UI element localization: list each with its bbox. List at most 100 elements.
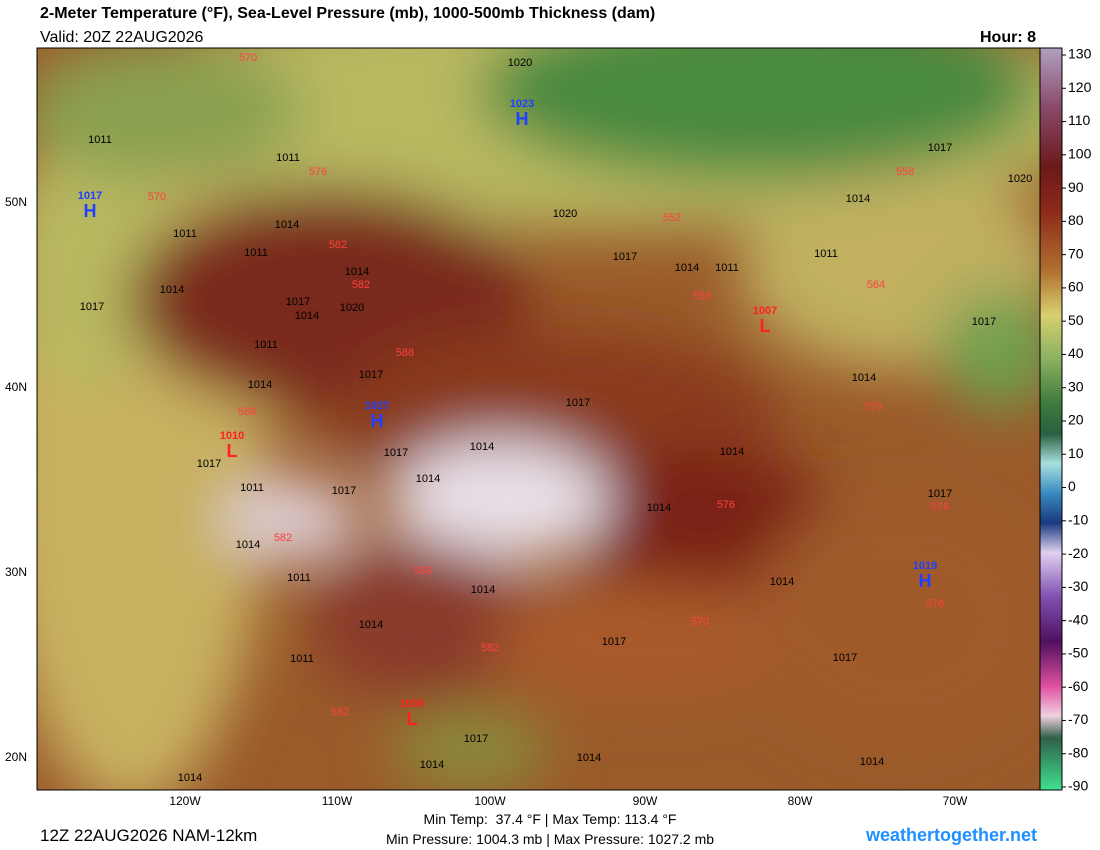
isobar-label: 1014: [675, 262, 699, 274]
high-pressure-symbol: H: [919, 571, 932, 591]
isobar-label: 1014: [852, 372, 876, 384]
forecast-hour: Hour: 8: [980, 29, 1036, 46]
colorbar-tick-label: 130: [1068, 46, 1092, 62]
thickness-label: 582: [274, 532, 292, 544]
isobar-label: 1017: [972, 316, 996, 328]
low-pressure-value: 1007: [753, 305, 777, 317]
colorbar-tick-label: 0: [1068, 478, 1076, 494]
thickness-label: 582: [481, 642, 499, 654]
thickness-label: 576: [717, 499, 735, 511]
site-name[interactable]: weathertogether.net: [865, 825, 1037, 845]
high-pressure-value: 1017: [78, 190, 102, 202]
isobar-label: 1014: [236, 539, 260, 551]
isobar-label: 1011: [240, 482, 264, 494]
isobar-label: 1014: [275, 219, 299, 231]
colorbar-tick-label: 110: [1068, 112, 1091, 128]
thickness-label: 576: [309, 166, 327, 178]
isobar-label: 1011: [287, 572, 311, 584]
isobar-label: 1014: [295, 310, 319, 322]
isobar-label: 1017: [80, 301, 104, 313]
thickness-label: 576: [931, 501, 949, 513]
isobar-label: 1020: [508, 57, 532, 69]
colorbar-tick-label: -20: [1068, 545, 1088, 561]
low-pressure-symbol: L: [407, 709, 418, 729]
isobar-label: 1011: [88, 134, 112, 146]
lon-label: 100W: [474, 794, 506, 808]
lon-label: 90W: [633, 794, 658, 808]
isobar-label: 1014: [420, 759, 444, 771]
isobar-label: 1014: [248, 379, 272, 391]
low-pressure-value: 1010: [220, 430, 244, 442]
lat-label: 30N: [5, 565, 27, 579]
colorbar-tick-label: -80: [1068, 744, 1088, 760]
isobar-label: 1017: [384, 447, 408, 459]
isobar-label: 1017: [566, 397, 590, 409]
high-pressure-symbol: H: [371, 411, 384, 431]
temp-range: Min Temp: 37.4 °F | Max Temp: 113.4 °F: [423, 811, 677, 827]
thickness-label: 588: [238, 406, 256, 418]
temperature-field: [37, 48, 1040, 790]
colorbar-tick-label: 80: [1068, 212, 1084, 228]
lon-label: 120W: [169, 794, 201, 808]
isobar-label: 1011: [814, 248, 838, 260]
thickness-label: 564: [867, 279, 885, 291]
thickness-label: 570: [239, 52, 257, 64]
isobar-label: 1017: [833, 652, 857, 664]
high-pressure-symbol: H: [84, 201, 97, 221]
high-pressure-value: 1019: [913, 560, 937, 572]
isobar-label: 1017: [359, 369, 383, 381]
colorbar-tick-label: -30: [1068, 578, 1088, 594]
colorbar-tick-label: -90: [1068, 778, 1088, 794]
isobar-label: 1017: [613, 251, 637, 263]
isobar-label: 1014: [860, 756, 884, 768]
colorbar-tick-label: 120: [1068, 79, 1092, 95]
thickness-label: 582: [331, 706, 349, 718]
isobar-label: 1014: [416, 473, 440, 485]
isobar-label: 1017: [286, 296, 310, 308]
colorbar-tick-label: 20: [1068, 412, 1084, 428]
thickness-label: 558: [896, 166, 914, 178]
isobar-label: 1014: [647, 502, 671, 514]
low-pressure-value: 1005: [400, 698, 424, 710]
isobar-label: 1014: [720, 446, 744, 458]
model-run: 12Z 22AUG2026 NAM-12km: [40, 826, 258, 845]
thickness-label: 588: [396, 347, 414, 359]
thickness-label: 582: [329, 239, 347, 251]
lat-label: 20N: [5, 750, 27, 764]
colorbar-tick-label: -60: [1068, 678, 1088, 694]
colorbar-tick-label: 50: [1068, 312, 1084, 328]
isobar-label: 1011: [715, 262, 739, 274]
isobar-label: 1014: [770, 576, 794, 588]
isobar-label: 1017: [464, 733, 488, 745]
isobar-label: 1014: [178, 772, 202, 784]
isobar-label: 1014: [846, 193, 870, 205]
thickness-label: 570: [148, 191, 166, 203]
high-pressure-value: 1023: [510, 98, 534, 110]
low-pressure-symbol: L: [227, 441, 238, 461]
thickness-label: 582: [352, 279, 370, 291]
colorbar-tick-label: -70: [1068, 711, 1088, 727]
isobar-label: 1014: [471, 584, 495, 596]
isobar-label: 1011: [244, 247, 268, 259]
colorbar-tick-label: 100: [1068, 146, 1092, 162]
isobar-label: 1017: [332, 485, 356, 497]
colorbar-tick-label: 10: [1068, 445, 1084, 461]
high-pressure-symbol: H: [516, 109, 529, 129]
lon-label: 70W: [943, 794, 968, 808]
isobar-label: 1011: [173, 228, 197, 240]
colorbar-tick-label: 70: [1068, 245, 1084, 261]
thickness-label: 576: [926, 598, 944, 610]
isobar-label: 1020: [340, 302, 364, 314]
high-pressure-value: 1027: [365, 400, 389, 412]
lat-label: 40N: [5, 380, 27, 394]
thickness-label: 552: [663, 212, 681, 224]
isobar-label: 1020: [1008, 173, 1032, 185]
thickness-label: 588: [414, 565, 432, 577]
colorbar-tick-label: -10: [1068, 512, 1088, 528]
title: 2-Meter Temperature (°F), Sea-Level Pres…: [40, 5, 656, 22]
lon-label: 110W: [322, 794, 353, 808]
isobar-label: 1017: [928, 142, 952, 154]
isobar-label: 1014: [345, 266, 369, 278]
colorbar-tick-label: 30: [1068, 378, 1084, 394]
